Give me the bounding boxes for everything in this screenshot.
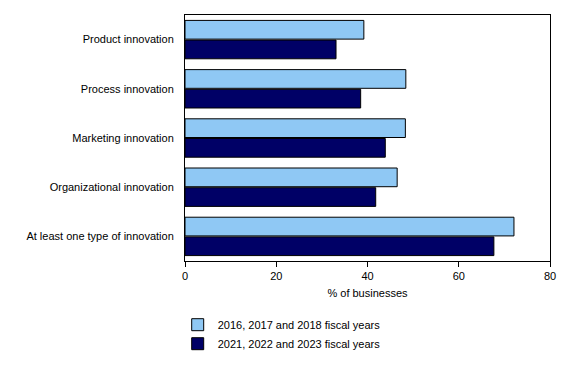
svg-text:2016, 2017 and 2018 fiscal yea: 2016, 2017 and 2018 fiscal years xyxy=(218,319,381,331)
svg-text:40: 40 xyxy=(361,270,373,282)
svg-text:At least one type of innovatio: At least one type of innovation xyxy=(26,230,173,242)
svg-text:0: 0 xyxy=(182,270,188,282)
svg-text:20: 20 xyxy=(270,270,282,282)
svg-text:% of businesses: % of businesses xyxy=(327,287,408,299)
svg-text:2021, 2022 and 2023 fiscal yea: 2021, 2022 and 2023 fiscal years xyxy=(218,338,381,350)
svg-text:60: 60 xyxy=(453,270,465,282)
svg-text:Marketing innovation: Marketing innovation xyxy=(72,132,174,144)
svg-text:Process innovation: Process innovation xyxy=(81,83,174,95)
svg-text:80: 80 xyxy=(544,270,556,282)
svg-text:Product innovation: Product innovation xyxy=(83,33,174,45)
svg-text:Organizational innovation: Organizational innovation xyxy=(50,181,174,193)
